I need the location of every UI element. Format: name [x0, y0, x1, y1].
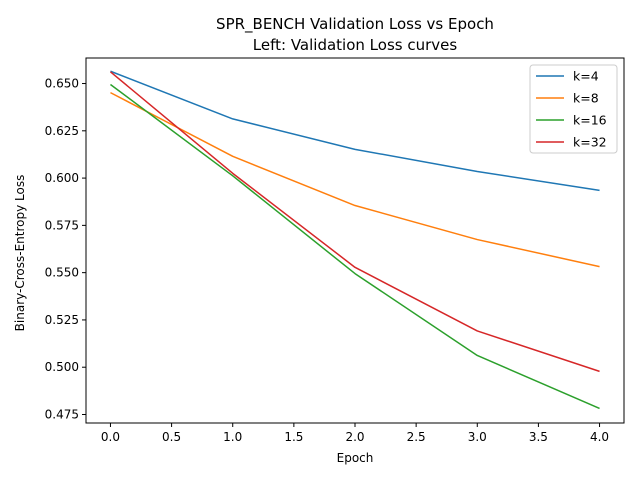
y-tick-label: 0.625 — [45, 124, 79, 138]
chart-subtitle: Left: Validation Loss curves — [253, 36, 458, 54]
plot-frame — [85, 57, 625, 424]
chart-title: SPR_BENCH Validation Loss vs Epoch — [216, 15, 494, 34]
legend: k=4 k=8 k=16 k=32 — [529, 64, 618, 154]
x-axis-label: Epoch — [337, 451, 374, 465]
x-tick-label: 4.0 — [590, 430, 609, 444]
y-tick-label: 0.575 — [45, 218, 79, 232]
legend-box — [529, 64, 618, 154]
legend-label: k=16 — [573, 113, 607, 128]
x-tick-label: 3.5 — [529, 430, 548, 444]
y-tick-label: 0.500 — [45, 360, 79, 374]
x-tick-label: 1.0 — [223, 430, 242, 444]
series-line-2 — [110, 91, 600, 268]
y-tick-label: 0.525 — [45, 313, 79, 327]
x-tick-label: 2.5 — [407, 430, 426, 444]
x-tick-label: 3.0 — [468, 430, 487, 444]
series-line-3 — [110, 83, 600, 410]
y-tick-label: 0.600 — [45, 171, 79, 185]
y-tick-label: 0.650 — [45, 77, 79, 91]
series-line-4 — [109, 71, 600, 373]
x-tick-label: 1.5 — [284, 430, 303, 444]
x-tick-label: 2.0 — [345, 430, 364, 444]
legend-label: k=4 — [573, 69, 599, 84]
y-tick-label: 0.475 — [45, 407, 79, 421]
series-line-1 — [110, 70, 600, 192]
y-tick-label: 0.550 — [45, 266, 79, 280]
y-axis-label: Binary-Cross-Entropy Loss — [13, 175, 27, 332]
x-tick-label: 0.0 — [101, 430, 120, 444]
legend-label: k=8 — [573, 91, 599, 106]
x-tick-label: 0.5 — [162, 430, 181, 444]
plot-area: 0.0 0.5 1.0 1.5 2.0 2.5 3.0 3.5 4.0 0.475 0.500 0.5… — [45, 70, 609, 444]
legend-label: k=32 — [573, 135, 607, 150]
